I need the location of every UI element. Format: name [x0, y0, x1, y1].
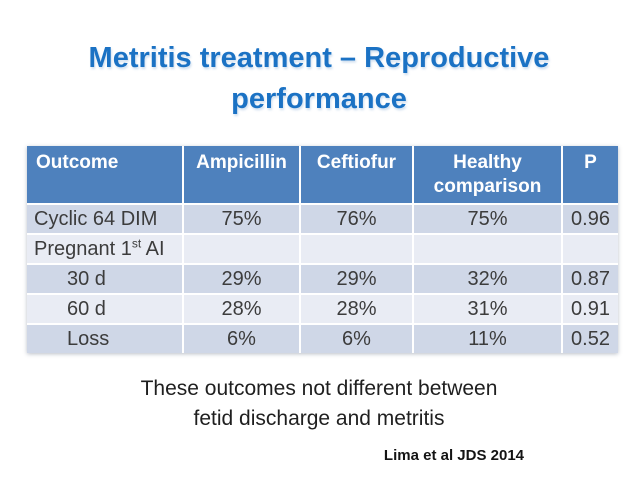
row-label-60d: 60 d — [27, 294, 184, 325]
table-cell: 0.87 — [562, 264, 618, 295]
table-cell — [183, 234, 301, 265]
table-row-30d: 30 d 29% 29% 32% 0.87 — [27, 264, 618, 295]
row-label-superscript: st — [131, 235, 142, 250]
column-header-p: P — [562, 146, 618, 205]
table-row-loss: Loss 6% 6% 11% 0.52 — [27, 324, 618, 353]
table-row-pregnant: Pregnant 1st AI — [27, 234, 618, 265]
table-cell: 75% — [413, 204, 563, 235]
row-label-text: Cyclic 64 DIM — [34, 207, 158, 230]
table-cell: 28% — [183, 294, 301, 325]
column-header-ceftiofur: Ceftiofur — [300, 146, 414, 205]
table-cell: 11% — [413, 324, 563, 353]
table-cell: 76% — [300, 204, 414, 235]
row-label-text: 60 d — [67, 297, 106, 320]
results-table: Outcome Ampicillin Ceftiofur Healthy com… — [27, 146, 618, 353]
row-label-pregnant: Pregnant 1st AI — [27, 234, 184, 265]
table-cell: 32% — [413, 264, 563, 295]
table-row-cyclic: Cyclic 64 DIM 75% 76% 75% 0.96 — [27, 204, 618, 235]
table-cell: 0.52 — [562, 324, 618, 353]
table-header-row: Outcome Ampicillin Ceftiofur Healthy com… — [27, 146, 618, 205]
summary-caption-line1: These outcomes not different between — [140, 377, 498, 400]
row-label-text: Pregnant 1 — [34, 237, 132, 260]
row-label-text-post: AI — [141, 237, 165, 260]
row-label-loss: Loss — [27, 324, 184, 353]
table-cell: 6% — [183, 324, 301, 353]
table-cell — [413, 234, 563, 265]
column-header-outcome: Outcome — [27, 146, 184, 205]
table-cell: 0.91 — [562, 294, 618, 325]
table-cell: 28% — [300, 294, 414, 325]
table-cell: 31% — [413, 294, 563, 325]
table-cell — [300, 234, 414, 265]
row-label-30d: 30 d — [27, 264, 184, 295]
summary-caption-line2: fetid discharge and metritis — [193, 407, 445, 430]
slide-title-line2: performance — [231, 83, 407, 116]
row-label-text: 30 d — [67, 267, 106, 290]
table-cell: 29% — [183, 264, 301, 295]
row-label-text: Loss — [67, 327, 110, 350]
table-cell: 75% — [183, 204, 301, 235]
summary-caption: These outcomes not different between fet… — [0, 374, 638, 434]
table-cell — [562, 234, 618, 265]
slide-title: Metritis treatment – Reproductive perfor… — [0, 38, 638, 120]
citation: Lima et al JDS 2014 — [383, 447, 524, 464]
table-cell: 0.96 — [562, 204, 618, 235]
table-cell: 29% — [300, 264, 414, 295]
table-row-60d: 60 d 28% 28% 31% 0.91 — [27, 294, 618, 325]
column-header-healthy-comparison: Healthy comparison — [413, 146, 563, 205]
table-cell: 6% — [300, 324, 414, 353]
slide-title-line1: Metritis treatment – Reproductive — [88, 42, 550, 75]
row-label-cyclic: Cyclic 64 DIM — [27, 204, 184, 235]
column-header-ampicillin: Ampicillin — [183, 146, 301, 205]
